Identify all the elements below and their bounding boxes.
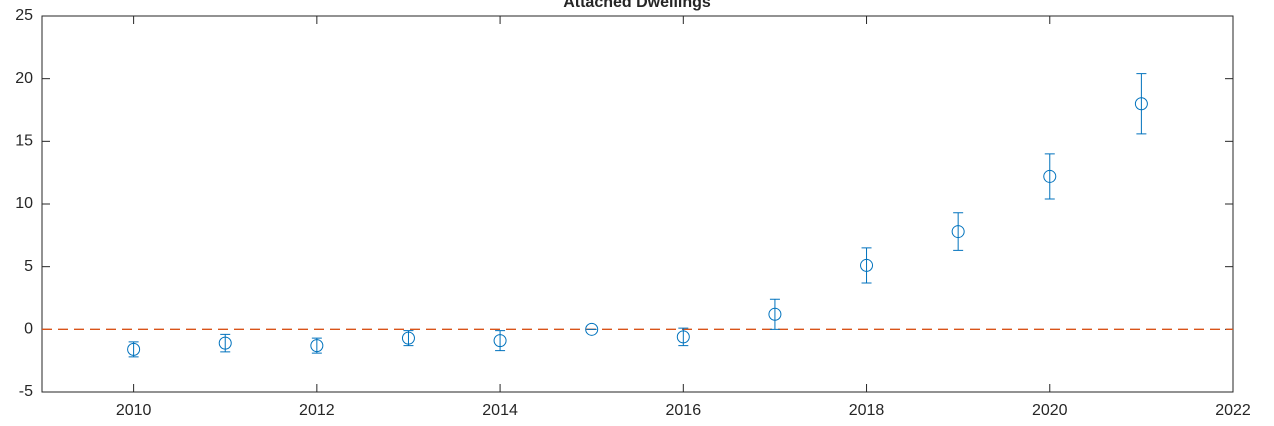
data-point bbox=[1043, 169, 1057, 183]
error-bar bbox=[1044, 153, 1055, 200]
x-tick-label: 2014 bbox=[482, 402, 518, 419]
data-point bbox=[310, 339, 324, 353]
y-tick-label: 15 bbox=[15, 133, 33, 150]
data-point bbox=[401, 331, 415, 345]
data-point bbox=[860, 258, 874, 272]
error-bar bbox=[128, 341, 139, 358]
error-bar bbox=[311, 337, 322, 354]
data-point bbox=[493, 334, 507, 348]
data-point bbox=[676, 330, 690, 344]
x-tick-label: 2012 bbox=[299, 402, 335, 419]
error-bar bbox=[403, 330, 414, 347]
error-bar bbox=[861, 247, 872, 284]
y-tick-label: 5 bbox=[24, 258, 33, 275]
chart-title: Attached Dwellings bbox=[563, 0, 711, 11]
data-point bbox=[585, 322, 599, 336]
data-point bbox=[127, 342, 141, 356]
data-point bbox=[768, 307, 782, 321]
error-bar bbox=[953, 212, 964, 251]
axes-box bbox=[41, 15, 1234, 393]
error-bar bbox=[1136, 73, 1147, 135]
data-point bbox=[1134, 97, 1148, 111]
x-tick-label: 2018 bbox=[849, 402, 885, 419]
y-tick-label: 25 bbox=[15, 7, 33, 24]
x-tick-label: 2010 bbox=[116, 402, 152, 419]
error-bar bbox=[495, 330, 506, 352]
x-tick-label: 2022 bbox=[1215, 402, 1251, 419]
y-tick-label: 10 bbox=[15, 195, 33, 212]
y-tick-label: 20 bbox=[15, 70, 33, 87]
x-tick-label: 2016 bbox=[666, 402, 702, 419]
y-tick-label: -5 bbox=[19, 383, 33, 400]
data-point bbox=[951, 225, 965, 239]
error-bar bbox=[769, 298, 780, 330]
data-point bbox=[218, 336, 232, 350]
x-tick-label: 2020 bbox=[1032, 402, 1068, 419]
y-tick-label: 0 bbox=[24, 321, 33, 338]
